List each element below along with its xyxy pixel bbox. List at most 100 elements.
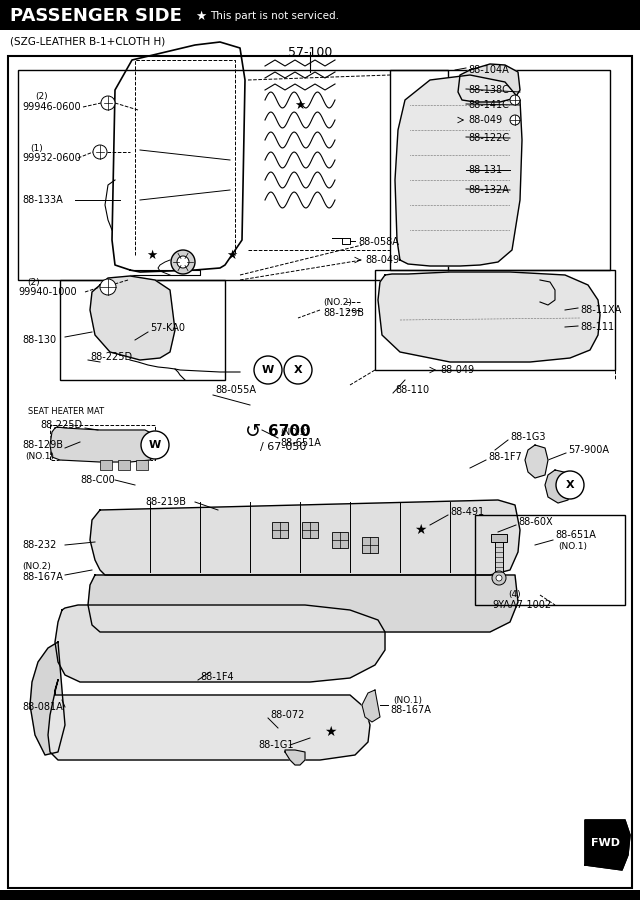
Bar [491, 534, 507, 542]
Text: (SZG-LEATHER B-1+CLOTH H): (SZG-LEATHER B-1+CLOTH H) [10, 36, 165, 46]
Text: 88-130: 88-130 [22, 335, 56, 345]
Circle shape [177, 256, 189, 268]
Polygon shape [525, 445, 548, 478]
Text: 57-100: 57-100 [288, 46, 332, 58]
Text: 88-055A: 88-055A [215, 385, 256, 395]
Text: 88-081A: 88-081A [22, 702, 63, 712]
Text: 88-072: 88-072 [270, 710, 305, 720]
Text: 88-232: 88-232 [22, 540, 56, 550]
Text: X: X [294, 365, 302, 375]
Circle shape [100, 279, 116, 295]
Circle shape [93, 145, 107, 159]
Polygon shape [88, 575, 518, 632]
Bar [475, 515, 625, 605]
Bar [60, 280, 225, 380]
Circle shape [101, 96, 115, 110]
Text: (NO.3): (NO.3) [280, 428, 309, 436]
Bar [136, 460, 148, 470]
Text: 6700: 6700 [268, 425, 310, 439]
Text: 88-219B: 88-219B [145, 497, 186, 507]
Circle shape [254, 356, 282, 384]
Text: FWD: FWD [591, 838, 620, 848]
Text: 99940-1000: 99940-1000 [18, 287, 77, 297]
Polygon shape [55, 605, 385, 682]
Circle shape [284, 356, 312, 384]
Text: W: W [262, 365, 274, 375]
Text: 88-651A: 88-651A [280, 438, 321, 448]
Text: ★: ★ [294, 98, 306, 112]
Bar [390, 70, 610, 270]
Text: 88-131: 88-131 [468, 165, 502, 175]
Text: (4): (4) [508, 590, 520, 599]
Bar [495, 540, 503, 575]
Text: 88-122C: 88-122C [468, 133, 509, 143]
Text: W: W [149, 440, 161, 450]
Polygon shape [585, 820, 630, 870]
Polygon shape [50, 427, 155, 462]
Polygon shape [285, 750, 305, 765]
Text: 88-491: 88-491 [450, 507, 484, 517]
Text: ★: ★ [324, 725, 336, 739]
Text: 88-104A: 88-104A [468, 65, 509, 75]
Text: (NO.2): (NO.2) [22, 562, 51, 572]
Text: 9YAA7-1002: 9YAA7-1002 [492, 600, 551, 610]
Polygon shape [395, 75, 522, 266]
Text: 88-133A: 88-133A [22, 195, 63, 205]
Text: (2): (2) [35, 93, 47, 102]
Bar [272, 522, 288, 538]
Polygon shape [458, 64, 520, 102]
Bar [375, 270, 615, 370]
Circle shape [492, 571, 506, 585]
Polygon shape [545, 470, 572, 503]
Text: This part is not serviced.: This part is not serviced. [210, 11, 339, 21]
Text: ★: ★ [195, 10, 206, 22]
Text: 88-129B: 88-129B [22, 440, 63, 450]
Text: 88-225D: 88-225D [90, 352, 132, 362]
Bar [100, 460, 112, 470]
Text: (1): (1) [30, 143, 43, 152]
Text: 88-058A: 88-058A [358, 237, 399, 247]
Text: 99946-0600: 99946-0600 [22, 102, 81, 112]
Polygon shape [378, 272, 600, 362]
Text: 88-1G1: 88-1G1 [258, 740, 294, 750]
Text: (NO.1): (NO.1) [25, 452, 54, 461]
Text: 88-167A: 88-167A [390, 705, 431, 715]
Text: ★: ★ [227, 248, 237, 262]
Bar [0, 0, 640, 30]
Text: 88-132A: 88-132A [468, 185, 509, 195]
Polygon shape [362, 690, 380, 722]
Text: 88-049: 88-049 [468, 115, 502, 125]
Text: ★: ★ [413, 523, 426, 537]
Text: (NO.1): (NO.1) [558, 542, 587, 551]
Text: 88-111: 88-111 [580, 322, 614, 332]
Bar [362, 537, 378, 553]
Text: 88-11XA: 88-11XA [580, 305, 621, 315]
Text: 88-167A: 88-167A [22, 572, 63, 582]
Text: X: X [566, 480, 574, 490]
Text: 88-C00: 88-C00 [80, 475, 115, 485]
Circle shape [496, 575, 502, 581]
Text: 88-049: 88-049 [440, 365, 474, 375]
Text: ↺: ↺ [245, 422, 261, 442]
Bar [302, 522, 318, 538]
Text: 88-1F4: 88-1F4 [200, 672, 234, 682]
Text: 57-KA0: 57-KA0 [150, 323, 185, 333]
Text: 88-1G3: 88-1G3 [510, 432, 545, 442]
Polygon shape [90, 276, 175, 360]
Text: (2): (2) [27, 277, 40, 286]
Text: 88-110: 88-110 [395, 385, 429, 395]
Circle shape [510, 95, 520, 105]
Text: 88-129B: 88-129B [323, 308, 364, 318]
Circle shape [510, 115, 520, 125]
Text: 88-049: 88-049 [365, 255, 399, 265]
Circle shape [171, 250, 195, 274]
Text: 88-138C: 88-138C [468, 85, 509, 95]
Text: 88-141C: 88-141C [468, 100, 509, 110]
Polygon shape [30, 642, 65, 755]
Text: 57-900A: 57-900A [568, 445, 609, 455]
Text: 88-1F7: 88-1F7 [488, 452, 522, 462]
Text: 88-651A: 88-651A [555, 530, 596, 540]
Text: 88-225D: 88-225D [40, 420, 82, 430]
Circle shape [141, 431, 169, 459]
Bar [332, 532, 348, 548]
